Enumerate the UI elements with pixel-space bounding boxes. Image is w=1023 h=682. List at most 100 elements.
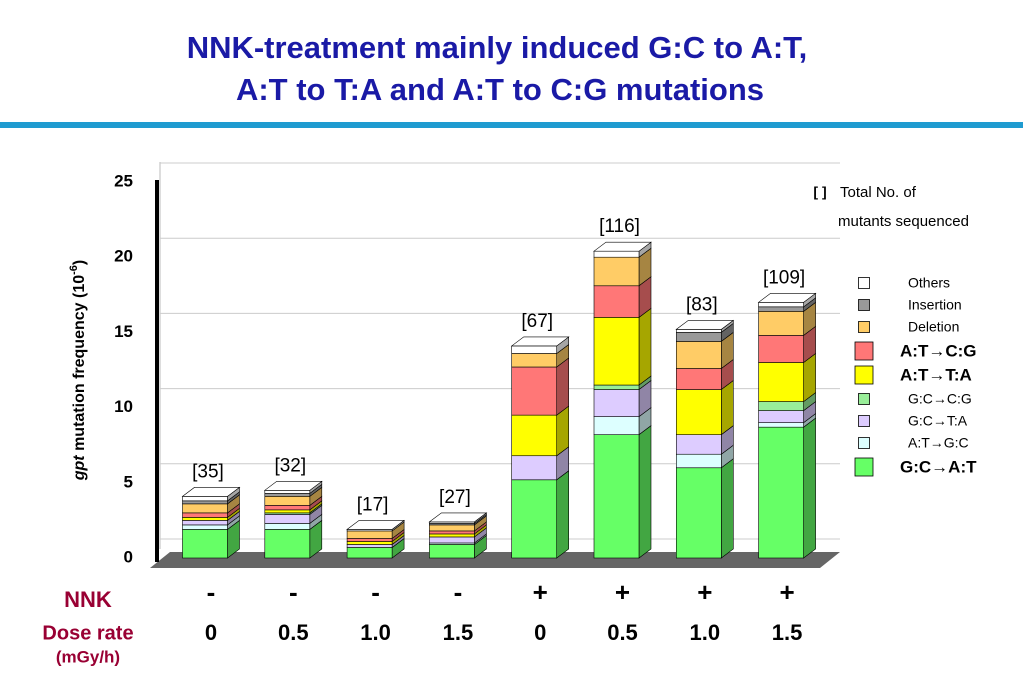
treatment-label: + — [697, 577, 712, 607]
bar-segment — [264, 509, 311, 514]
bar-segment — [429, 544, 475, 559]
bar-segment — [346, 541, 393, 545]
bar-side-shade — [309, 503, 322, 515]
bar-side-shade — [227, 511, 240, 525]
y-axis-label-part: gpt — [71, 455, 88, 482]
legend-swatch — [858, 393, 870, 405]
bar-segment — [593, 317, 640, 386]
bar-segment — [511, 479, 558, 559]
bar-segment — [429, 536, 475, 544]
bar-segment — [346, 538, 393, 542]
bar-side-shade — [639, 276, 651, 318]
legend-label: G:C→C:G — [908, 391, 972, 407]
bar-side-shade — [227, 515, 240, 530]
title-rule — [0, 122, 1023, 128]
legend-label: A:T→C:G — [900, 341, 976, 360]
bar-top — [757, 293, 817, 303]
bar-top — [428, 512, 488, 523]
bar-segment — [182, 524, 228, 530]
bar-side-shade — [721, 320, 734, 333]
bar-top — [510, 336, 570, 347]
treatment-label: - — [289, 577, 298, 607]
legend-label: A:T→T:A — [900, 365, 972, 384]
bar-side-shade — [474, 533, 487, 545]
annotation: [67] — [521, 311, 553, 332]
bar-segment — [675, 453, 722, 469]
y-axis-label-part: mutation frequency (10 — [71, 275, 88, 456]
bar-segment — [264, 529, 311, 559]
bar-side-shade — [803, 392, 816, 411]
bar-segment — [429, 533, 475, 538]
legend-swatch — [858, 321, 870, 333]
bar-side-shade — [227, 520, 240, 558]
title-line: NNK-treatment mainly induced G:C to A:T, — [187, 30, 808, 65]
treatment-label: - — [454, 577, 463, 607]
bar-segment — [264, 496, 311, 506]
bar-segment — [758, 401, 804, 411]
bar-side-shade — [803, 297, 816, 312]
title-line: A:T to T:A and A:T to C:G mutations — [236, 72, 764, 107]
bar-top — [263, 481, 323, 491]
bar-side-shade — [721, 458, 734, 558]
bar-segment — [511, 414, 558, 457]
bar-segment — [758, 335, 804, 363]
bar-side-shade — [227, 487, 240, 501]
bar-side-shade — [639, 248, 651, 286]
legend-swatch — [858, 437, 870, 449]
bar-segment — [758, 362, 804, 402]
bar-segment — [511, 345, 558, 354]
bar-segment — [593, 250, 640, 258]
bar-segment — [182, 512, 228, 518]
bar-top — [346, 520, 406, 530]
annotation: [109] — [763, 267, 805, 288]
bar-segment — [675, 434, 722, 455]
treatment-label: - — [207, 577, 216, 607]
legend-note: mutants sequenced — [838, 213, 969, 230]
floor — [150, 552, 840, 568]
bar-segment — [758, 426, 804, 559]
bar-side-shade — [803, 401, 816, 423]
bar-segment — [264, 523, 311, 530]
bar-segment — [429, 524, 475, 532]
bar-segment — [675, 467, 722, 559]
bar-segment — [593, 384, 640, 390]
bar-side-shade — [392, 532, 405, 545]
bar-side-shade — [556, 470, 569, 558]
bar-segment — [675, 368, 722, 390]
legend-swatch — [858, 277, 870, 289]
bar-side-shade — [721, 380, 734, 435]
row-label: Dose rate — [42, 622, 133, 644]
bar-side-shade — [474, 514, 487, 525]
bar-segment — [675, 332, 722, 342]
bar-side-shade — [227, 494, 240, 513]
bar-side-shade — [474, 524, 487, 537]
bar-segment — [593, 416, 640, 435]
annotation: [83] — [686, 294, 718, 315]
bar-side-shade — [227, 491, 240, 504]
bar-side-shade — [639, 308, 651, 386]
treatment-label: - — [371, 577, 380, 607]
bar-segment — [593, 434, 640, 559]
bar-side-shade — [721, 445, 734, 468]
bar-side-shade — [639, 425, 651, 558]
bar-side-shade — [309, 520, 322, 558]
legend-label: G:C→T:A — [908, 413, 968, 429]
bar-segment — [675, 329, 722, 333]
x-tick-label: 0.5 — [607, 620, 638, 645]
bar-segment — [593, 285, 640, 318]
bar-segment — [264, 514, 311, 524]
bar-segment — [346, 547, 393, 559]
annotation: [27] — [439, 487, 471, 508]
bar-segment — [346, 530, 393, 539]
bar-side-shade — [803, 413, 816, 428]
legend-label: G:C→A:T — [900, 457, 977, 476]
bar-side-shade — [803, 302, 816, 336]
treatment-label: + — [780, 577, 795, 607]
bar-side-shade — [309, 487, 322, 506]
y-tick-label: 25 — [114, 171, 133, 190]
y-axis-label-part: -6 — [68, 265, 80, 275]
bar-side-shade — [556, 406, 569, 456]
bar-side-shade — [227, 508, 240, 521]
bar-segment — [758, 302, 804, 308]
